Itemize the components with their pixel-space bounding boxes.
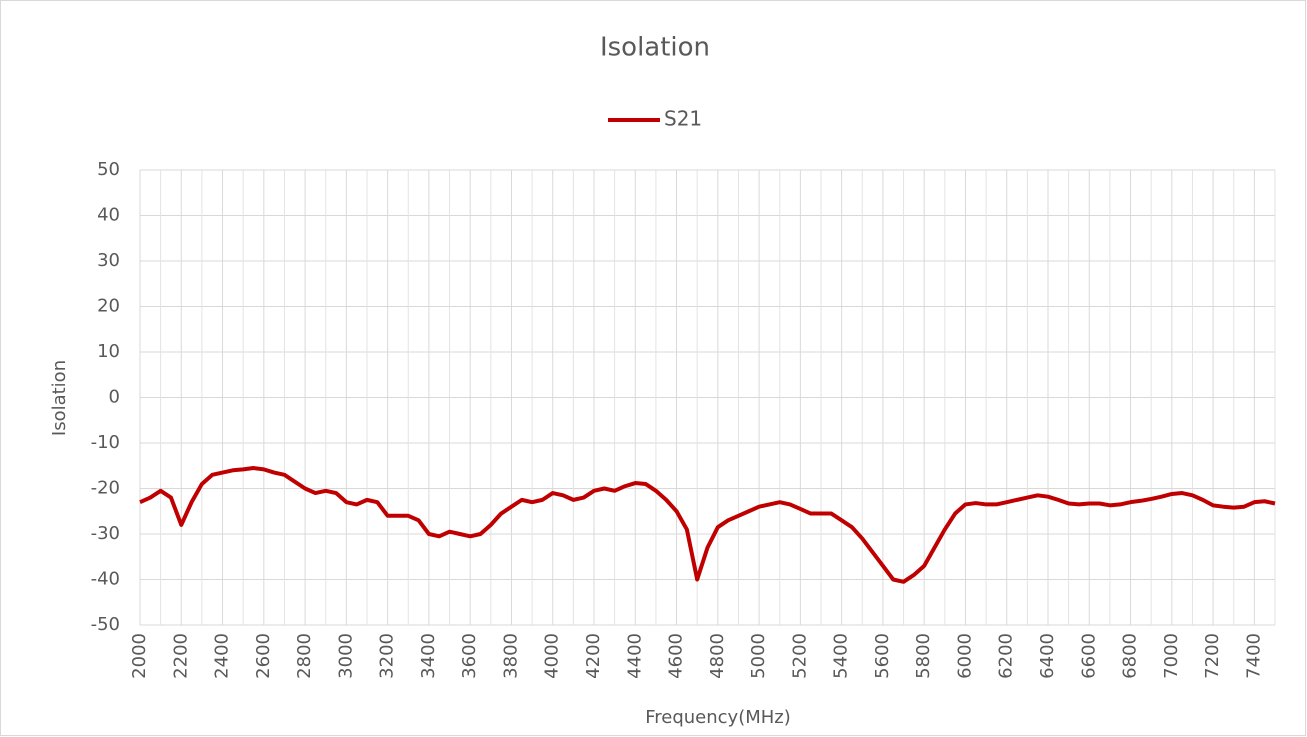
y-tick-label: 50	[97, 159, 120, 180]
x-tick-label: 2800	[294, 633, 315, 679]
y-tick-label: 30	[97, 250, 120, 271]
x-tick-label: 5000	[748, 633, 769, 679]
x-tick-label: 3800	[500, 633, 521, 679]
x-tick-label: 2600	[253, 633, 274, 679]
y-tick-label: -50	[91, 614, 120, 635]
y-axis-label: Isolation	[49, 360, 70, 436]
x-tick-label: 7200	[1202, 633, 1223, 679]
x-tick-label: 6600	[1078, 633, 1099, 679]
x-tick-label: 5200	[789, 633, 810, 679]
x-tick-label: 7400	[1243, 633, 1264, 679]
x-tick-label: 4400	[624, 633, 645, 679]
x-tick-label: 6800	[1120, 633, 1141, 679]
chart-title: Isolation	[600, 33, 710, 63]
y-tick-label: 40	[97, 205, 120, 226]
x-tick-label: 5800	[913, 633, 934, 679]
y-tick-label: -40	[91, 569, 120, 590]
x-tick-label: 4600	[666, 633, 687, 679]
legend-label: S21	[664, 107, 702, 131]
y-tick-label: 20	[97, 296, 120, 317]
x-tick-label: 4200	[583, 633, 604, 679]
x-tick-label: 3000	[335, 633, 356, 679]
x-tick-label: 6000	[954, 633, 975, 679]
y-tick-label: 0	[109, 387, 120, 408]
x-tick-label: 4000	[542, 633, 563, 679]
x-tick-label: 3400	[418, 633, 439, 679]
x-tick-label: 3600	[459, 633, 480, 679]
y-tick-label: -30	[91, 523, 120, 544]
x-tick-label: 5400	[831, 633, 852, 679]
y-tick-label: -10	[91, 432, 120, 453]
x-tick-label: 3200	[377, 633, 398, 679]
x-tick-label: 7000	[1161, 633, 1182, 679]
x-axis-label: Frequency(MHz)	[645, 707, 791, 728]
line-series	[139, 466, 1276, 584]
x-tick-label: 6400	[1037, 633, 1058, 679]
x-tick-label: 5600	[872, 633, 893, 679]
y-tick-label: 10	[97, 341, 120, 362]
x-tick-label: 2200	[170, 633, 191, 679]
x-tick-label: 4800	[707, 633, 728, 679]
y-tick-label: -20	[91, 478, 120, 499]
x-tick-label: 2400	[212, 633, 233, 679]
x-tick-label: 2000	[129, 633, 150, 679]
x-tick-label: 6200	[996, 633, 1017, 679]
